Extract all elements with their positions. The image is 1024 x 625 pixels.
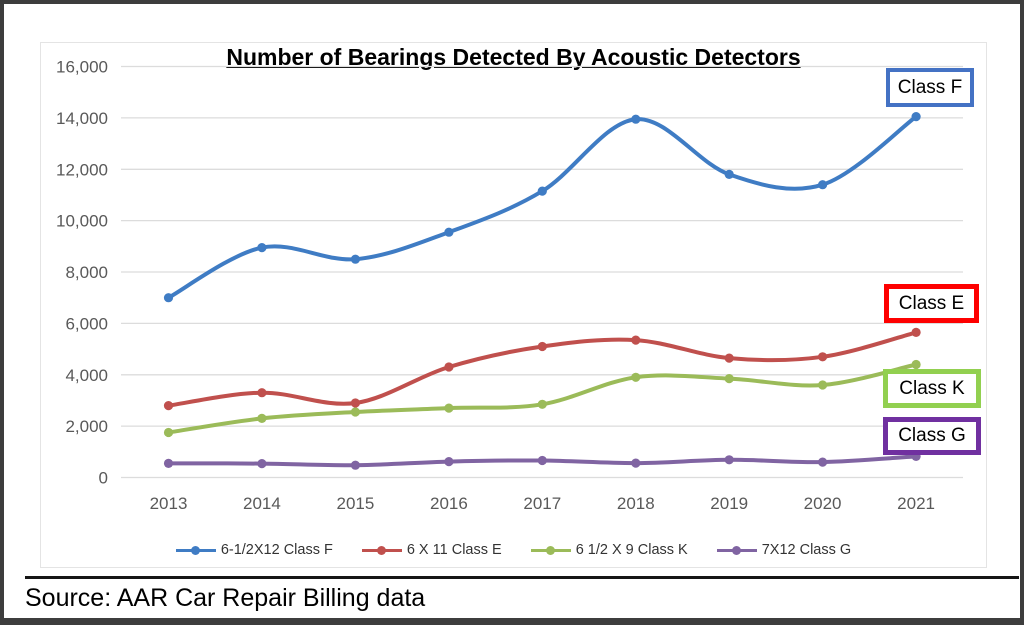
line-chart: 0 2,000 4,000 6,000 8,000 10,000 12,000 14,000 1… <box>56 58 963 513</box>
data-point-class-g <box>350 460 360 470</box>
data-point-class-f <box>818 180 828 190</box>
data-point-class-e <box>257 388 267 398</box>
data-point-class-g <box>631 458 641 468</box>
data-point-class-f <box>257 243 267 253</box>
callout-class-e: Class E <box>884 284 979 323</box>
legend-marker-line-dot-icon <box>175 545 216 555</box>
legend-label: 6 1/2 X 9 Class K <box>575 542 688 558</box>
y-axis-tick-label: 4,000 <box>65 366 108 385</box>
legend-marker-line-dot-icon <box>716 545 757 555</box>
chart-title: Number of Bearings Detected By Acoustic … <box>226 44 801 70</box>
data-point-class-f <box>163 293 174 303</box>
data-point-class-k <box>818 380 828 390</box>
data-point-class-k <box>257 413 267 423</box>
x-axis-tick-label: 2013 <box>150 494 188 513</box>
legend-label: 6-1/2X12 Class F <box>220 542 333 558</box>
data-point-class-e <box>444 362 454 372</box>
legend-item-class-k: 6 1/2 X 9 Class K <box>530 542 688 558</box>
legend-item-class-e: 6 X 11 Class E <box>361 542 502 558</box>
x-axis-tick-label: 2021 <box>897 494 935 513</box>
data-point-class-k <box>350 407 360 417</box>
data-point-class-k <box>911 359 921 370</box>
x-axis-tick-label: 2019 <box>710 494 748 513</box>
x-axis-tick-label: 2017 <box>523 494 561 513</box>
y-axis-tick-label: 6,000 <box>65 314 108 333</box>
x-axis-tick-label: 2016 <box>430 494 468 513</box>
data-point-class-k <box>724 374 734 384</box>
data-point-class-g <box>537 455 547 466</box>
callout-class-f: Class F <box>886 68 974 107</box>
data-point-class-e <box>724 353 734 363</box>
data-point-class-k <box>537 399 547 409</box>
data-point-class-k <box>631 372 641 382</box>
data-point-class-g <box>818 457 828 467</box>
source-note: Source: AAR Car Repair Billing data <box>25 584 426 612</box>
callout-class-f-label: Class F <box>897 76 963 98</box>
data-point-class-e <box>537 341 547 352</box>
data-point-class-f <box>911 112 921 122</box>
y-axis-tick-label: 2,000 <box>65 417 108 436</box>
chart-legend: 6-1/2X12 Class F 6 X 11 Class E 6 1/2 X … <box>41 542 986 558</box>
data-point-class-f <box>724 169 734 179</box>
data-point-class-e <box>911 327 921 337</box>
x-axis-tick-label: 2015 <box>336 494 374 513</box>
series-line-class-f <box>166 114 919 300</box>
legend-marker-line-dot-icon <box>530 545 571 555</box>
data-point-class-k <box>163 427 174 438</box>
y-axis-tick-label: 14,000 <box>56 109 108 128</box>
data-point-class-e <box>818 352 828 362</box>
data-point-class-g <box>724 455 734 465</box>
legend-label: 6 X 11 Class E <box>406 542 502 558</box>
y-axis-tick-label: 10,000 <box>56 212 108 231</box>
callout-class-g-label: Class G <box>898 425 966 446</box>
x-axis-tick-label: 2014 <box>243 494 281 513</box>
legend-item-class-f: 6-1/2X12 Class F <box>175 542 333 558</box>
callout-class-g: Class G <box>883 417 981 455</box>
horizontal-divider <box>25 576 1019 579</box>
x-axis-tick-label: 2020 <box>804 494 842 513</box>
data-point-class-e <box>631 335 641 345</box>
x-axis-tick-label: 2018 <box>617 494 655 513</box>
y-axis-tick-label: 12,000 <box>56 160 108 179</box>
data-point-class-g <box>257 459 267 469</box>
y-axis-tick-label: 8,000 <box>65 263 108 282</box>
chart-container: Number of Bearings Detected By Acoustic … <box>40 42 987 568</box>
y-axis-tick-label: 0 <box>99 469 108 488</box>
data-point-class-k <box>444 403 454 413</box>
data-point-class-g <box>444 457 454 467</box>
legend-label: 7X12 Class G <box>761 542 852 558</box>
data-point-class-f <box>631 114 641 124</box>
data-point-class-e <box>350 398 360 408</box>
data-point-class-f <box>350 254 360 264</box>
legend-marker-line-dot-icon <box>361 545 402 555</box>
legend-item-class-g: 7X12 Class G <box>716 542 852 558</box>
y-axis-tick-label: 16,000 <box>56 58 108 77</box>
data-point-class-e <box>163 401 174 411</box>
data-point-class-f <box>537 186 547 196</box>
data-point-class-g <box>163 458 174 468</box>
callout-class-k-label: Class K <box>899 377 965 399</box>
callout-class-k: Class K <box>883 369 981 408</box>
callout-class-e-label: Class E <box>898 292 965 314</box>
data-point-class-f <box>444 227 454 237</box>
